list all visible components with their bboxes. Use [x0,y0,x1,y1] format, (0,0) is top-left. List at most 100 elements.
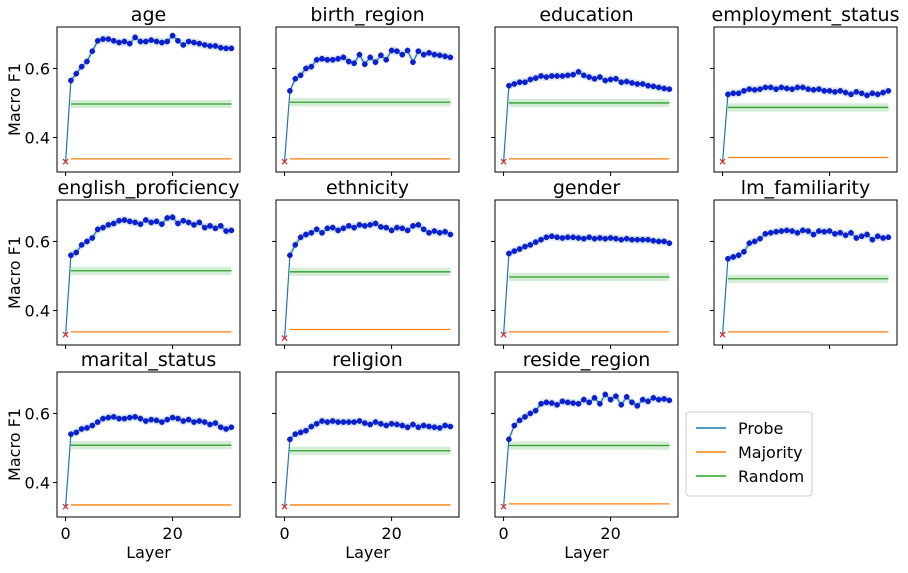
probe-point [442,53,448,60]
probe-line [65,216,232,335]
probe-point [169,414,176,421]
y-tick-label: 0.4 [25,301,50,320]
probe-point [94,37,101,44]
probe-point [548,233,555,240]
cross-mark-b [719,331,726,338]
subplot-title: religion [332,349,403,371]
probe-point [543,234,550,241]
axes-frame [494,371,679,518]
subplot-title: gender [553,177,621,199]
subplot-title: birth_region [310,4,424,26]
probe-point [191,419,197,425]
probe-point [586,234,593,241]
probe-point [84,425,90,431]
subplot-education: education [491,4,679,176]
probe-point [730,90,737,97]
axes-frame [56,199,241,346]
probe-point [372,220,379,227]
probe-point [105,222,112,228]
probe-point [185,219,192,226]
probe-point [68,431,74,437]
probe-point [639,396,646,403]
probe-point [217,44,224,51]
probe-band [70,31,232,85]
probe-point [313,226,320,233]
probe-point [794,84,801,91]
probe-point [789,228,795,234]
probe-point [564,234,571,241]
probe-point [335,227,341,234]
probe-point [137,221,144,228]
probe-point [110,414,117,420]
probe-point [666,240,673,247]
cross-mark-b [62,503,69,510]
probe-point [639,236,646,243]
probe-point [564,399,571,406]
subplot-title: education [539,4,633,26]
probe-point [345,58,352,65]
cross-mark-b [62,158,69,165]
y-tick-label: 0.4 [25,473,50,492]
probe-point [420,422,427,429]
probe-point [591,395,598,401]
probe-point-layer-0 [62,503,69,510]
probe-point [175,220,181,227]
probe-point [783,85,790,92]
probe-point [580,72,587,79]
probe-point-layer-0 [719,158,726,165]
probe-point [378,420,384,427]
probe-line [284,222,451,339]
probe-point [399,51,406,58]
probe-point-layer-0 [500,158,507,165]
probe-point [762,84,769,91]
probe-point [110,37,117,44]
probe-point [826,228,833,234]
probe-point [741,88,747,94]
probe-point [447,231,454,238]
probe-point [394,48,400,55]
probe-point [436,52,443,59]
probe-point [613,235,619,242]
probe-point [874,91,881,98]
probe-point [522,414,528,420]
probe-point [388,420,395,427]
probe-point [442,422,448,429]
probe-point [137,415,144,422]
subplot-birth_region: birth_region [272,4,460,176]
probe-point [340,54,347,61]
probe-point [297,429,304,436]
probe-point [361,420,368,426]
probe-point [650,237,657,244]
probe-point [89,48,96,55]
cross-mark-b [500,158,507,165]
probe-point [420,51,427,58]
probe-band [289,416,451,444]
probe-point [821,88,828,94]
probe-point [367,421,374,428]
probe-point [404,47,411,54]
probe-point [602,391,609,398]
probe-point [212,420,219,426]
probe-point [880,89,886,96]
probe-point [415,222,422,228]
probe-point [223,426,229,432]
probe-point [527,410,534,417]
probe-point [554,73,560,79]
probe-point [511,422,518,429]
probe-point [564,72,571,79]
cross-mark-b [281,158,288,165]
cross-mark-b [500,331,507,338]
probe-point [634,402,641,409]
probe-point [121,415,128,422]
probe-point [159,221,165,228]
probe-point [110,220,117,227]
probe-point [169,32,176,39]
probe-point [511,81,518,87]
probe-point [394,421,400,428]
probe-point [426,229,432,236]
x-tick-label: 0 [60,524,70,543]
probe-point [436,425,443,431]
